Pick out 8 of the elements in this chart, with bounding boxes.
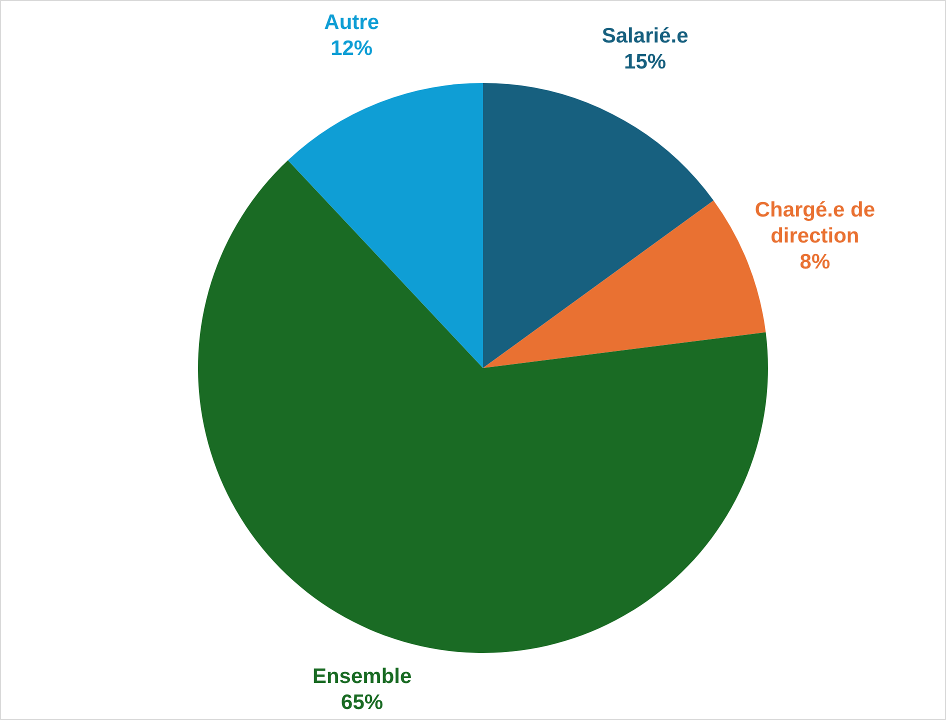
slice-label: Autre bbox=[324, 10, 379, 34]
slice-label: Ensemble bbox=[312, 664, 412, 688]
data-label: 15% bbox=[624, 50, 666, 74]
slice-label: Salarié.e bbox=[602, 24, 688, 48]
slice-label: Chargé.e de direction bbox=[754, 198, 876, 248]
data-label: 8% bbox=[800, 250, 830, 274]
data-label: 65% bbox=[341, 690, 384, 714]
data-label: 12% bbox=[330, 36, 373, 60]
